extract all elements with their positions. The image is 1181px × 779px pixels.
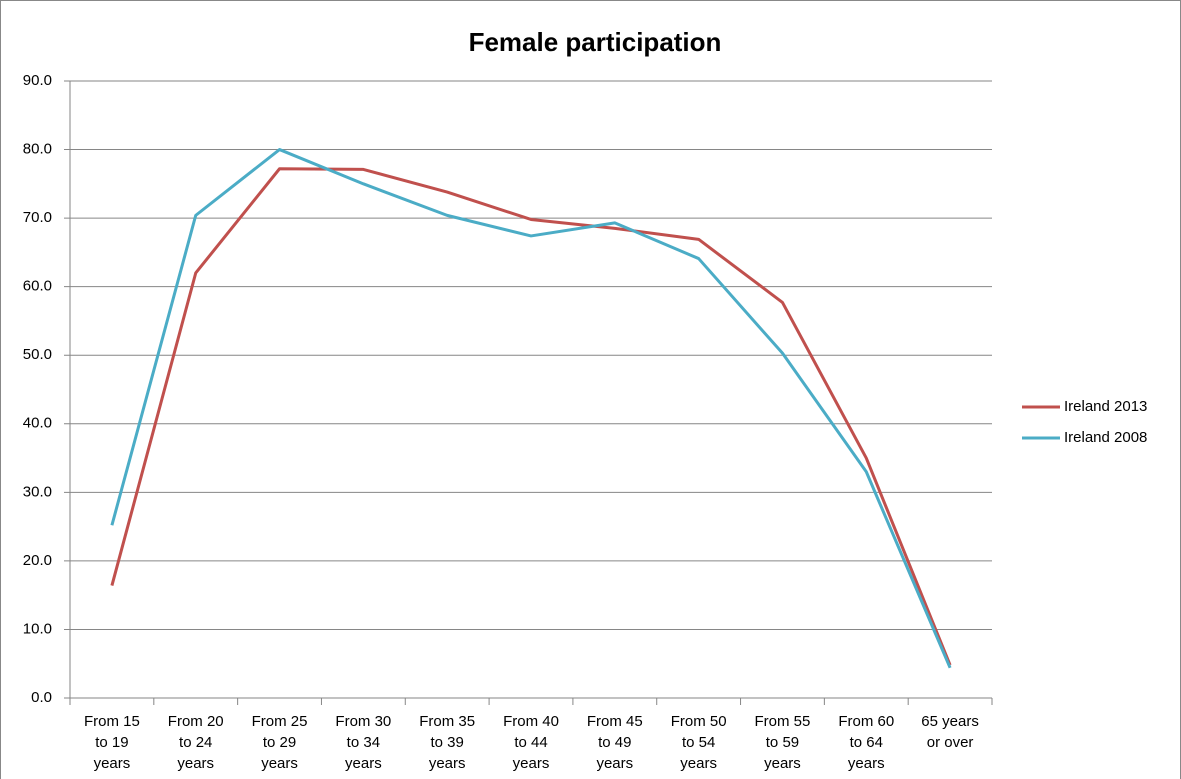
y-tick-label: 10.0 xyxy=(23,620,52,637)
legend-label: Ireland 2013 xyxy=(1064,398,1147,415)
x-tick-label: From 30 to 34 years xyxy=(335,713,392,772)
y-tick-label: 0.0 xyxy=(31,689,52,706)
x-tick-label: From 15 to 19 years xyxy=(83,713,140,772)
x-tick-label: From 55 to 59 years xyxy=(754,713,811,772)
y-tick-label: 80.0 xyxy=(23,141,52,158)
legend-label: Ireland 2008 xyxy=(1064,429,1147,446)
series-line xyxy=(110,167,952,666)
x-tick-label: From 60 to 64 years xyxy=(838,713,895,772)
y-tick-label: 50.0 xyxy=(23,346,52,363)
x-tick-label: From 40 to 44 years xyxy=(503,713,559,772)
y-tick-label: 60.0 xyxy=(23,278,52,295)
y-tick-label: 20.0 xyxy=(23,552,52,569)
x-tick-label: From 20 to 24 years xyxy=(167,713,224,772)
series-line xyxy=(110,148,952,669)
y-tick-label: 90.0 xyxy=(23,72,52,89)
x-tick-label: From 50 to 54 years xyxy=(670,713,727,772)
chart-title: Female participation xyxy=(469,27,722,57)
y-tick-label: 70.0 xyxy=(23,209,52,226)
x-tick-label: From 25 to 29 years xyxy=(251,713,308,772)
x-tick-label: From 45 to 49 years xyxy=(586,713,643,772)
y-tick-label: 30.0 xyxy=(23,483,52,500)
x-tick-label: From 35 to 39 years xyxy=(419,713,476,772)
x-tick-label: 65 years or over xyxy=(921,713,979,751)
y-tick-label: 40.0 xyxy=(23,415,52,432)
